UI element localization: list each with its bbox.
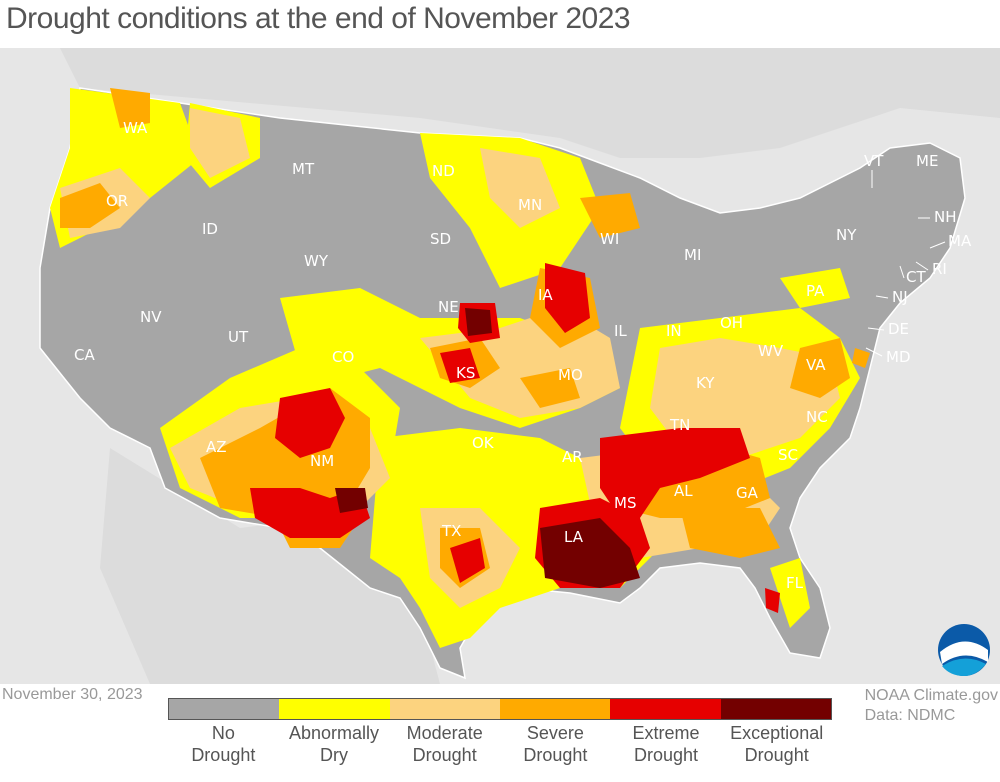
state-label-ri: RI [932,260,947,278]
state-label-ne: NE [438,298,459,316]
state-label-md: MD [886,348,911,366]
state-label-id: ID [202,220,218,238]
state-label-mo: MO [558,366,583,384]
state-label-nc: NC [806,408,828,426]
drought-map: WA OR CA NV ID MT WY UT AZ CO NM ND SD N… [0,48,1000,684]
state-label-va: VA [806,356,826,374]
state-label-tx: TX [441,522,461,540]
state-label-de: DE [888,320,909,338]
state-label-mt: MT [292,160,315,178]
legend-label-line: No [211,723,235,743]
state-label-ct: CT [906,268,926,286]
legend-label-line: Drought [744,745,809,765]
legend-label-abnormally-dry: Abnormally Dry [279,720,390,766]
legend-swatch-severe [499,699,611,719]
state-label-ms: MS [614,494,636,512]
legend-labels: No Drought Abnormally Dry Moderate Droug… [168,720,832,766]
legend-label-exceptional: Exceptional Drought [721,720,832,766]
legend-swatch-moderate [389,699,500,719]
state-label-mn: MN [518,196,542,214]
legend-swatch-extreme [610,699,721,719]
date-label: November 30, 2023 [2,686,143,703]
state-label-vt: VT [864,152,884,170]
state-label-mi: MI [684,246,701,264]
state-label-az: AZ [206,438,227,456]
legend-label-line: Moderate [406,723,483,743]
leader-lines [865,170,946,357]
legend-label-line: Drought [412,745,477,765]
state-label-sd: SD [430,230,451,248]
state-label-co: CO [332,348,354,366]
legend-label-moderate: Moderate Drought [389,720,500,766]
legend: No Drought Abnormally Dry Moderate Droug… [168,698,832,766]
state-label-or: OR [106,192,128,210]
state-label-wv: WV [758,342,784,360]
state-label-il: IL [614,322,627,340]
legend-label-line: Drought [191,745,256,765]
state-label-sc: SC [778,446,798,464]
state-label-ga: GA [736,484,759,502]
legend-swatch-exceptional [720,699,831,719]
state-label-nm: NM [310,452,334,470]
map-title: Drought conditions at the end of Novembe… [6,2,631,35]
drought-map-svg: WA OR CA NV ID MT WY UT AZ CO NM ND SD N… [0,48,1000,684]
state-label-la: LA [564,528,584,546]
state-label-in: IN [666,322,682,340]
credit-block: NOAA Climate.gov Data: NDMC [865,686,998,726]
state-label-ia: IA [538,286,553,304]
state-label-ar: AR [562,448,583,466]
legend-label-line: Severe [526,723,584,743]
legend-label-line: Dry [320,745,348,765]
state-label-ut: UT [228,328,249,346]
state-label-nh: NH [934,208,957,226]
legend-label-no-drought: No Drought [168,720,279,766]
state-label-fl: FL [786,574,804,592]
legend-label-severe: Severe Drought [500,720,611,766]
state-label-nj: NJ [892,288,908,306]
mexico-land [100,448,440,684]
state-label-nv: NV [140,308,162,326]
legend-bar [168,698,832,720]
legend-label-line: Exceptional [730,723,824,743]
legend-swatch-no-drought [169,699,280,719]
legend-label-line: Drought [634,745,699,765]
state-label-wy: WY [304,252,329,270]
state-label-oh: OH [720,314,743,332]
state-label-ky: KY [696,374,715,392]
state-label-tn: TN [669,416,690,434]
legend-label-line: Drought [523,745,588,765]
state-label-ks: KS [456,364,475,382]
legend-swatch-abnormally-dry [279,699,390,719]
state-label-pa: PA [806,282,825,300]
state-label-wi: WI [600,230,619,248]
legend-label-extreme: Extreme Drought [611,720,722,766]
canada-land [0,48,1000,158]
state-label-al: AL [674,482,693,500]
credit-source: NOAA Climate.gov [864,687,998,704]
state-label-ca: CA [74,346,95,364]
state-labels: WA OR CA NV ID MT WY UT AZ CO NM ND SD N… [74,119,972,592]
exceptional-drought-areas [335,308,640,588]
state-label-ny: NY [836,226,857,244]
legend-label-line: Abnormally [288,723,380,743]
credit-data: Data: NDMC [864,707,956,724]
state-label-ok: OK [472,434,495,452]
state-label-me: ME [916,152,938,170]
state-label-wa: WA [123,119,148,137]
state-label-ma: MA [948,232,972,250]
state-label-nd: ND [432,162,455,180]
legend-label-line: Extreme [632,723,700,743]
noaa-logo [936,622,992,683]
